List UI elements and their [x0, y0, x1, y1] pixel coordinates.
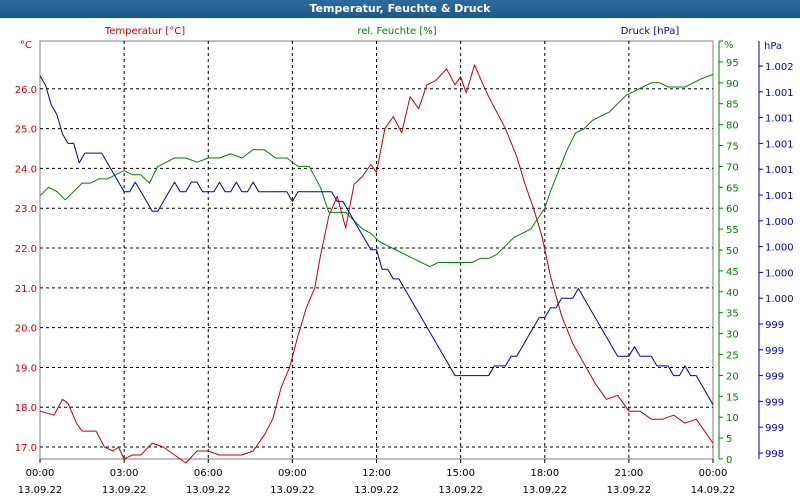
pressure-tick-label: 999	[765, 346, 784, 357]
date-tick-label: 13.09.22	[18, 485, 63, 496]
temperature-tick-label: 17.0	[15, 443, 37, 454]
humidity-tick-label: 75	[726, 142, 739, 153]
series-line-humidity	[39, 73, 714, 268]
pressure-tick-label: 1.002	[765, 62, 794, 73]
temperature-tick-label: 23.0	[15, 204, 37, 215]
pressure-tick-label: 999	[765, 372, 784, 383]
pressure-tick-label: 1.000	[765, 243, 794, 254]
series-label-pressure: Druck [hPa]	[621, 26, 680, 37]
time-tick-label: 00:00	[26, 468, 55, 479]
date-tick-label: 13.09.22	[270, 485, 315, 496]
time-axis: 00:00 13.09.22 03:00 13.09.22 06:00 13.09.22 0…	[18, 459, 736, 496]
temperature-tick-label: 20.0	[15, 324, 37, 335]
time-tick-label: 09:00	[278, 468, 307, 479]
humidity-tick-label: 20	[726, 371, 739, 382]
humidity-tick-label: 10	[726, 413, 739, 424]
temperature-axis: °C 17.0 18.0 19.0 20.0 21.0 22.0 23.0 24.0 25.0 26…	[15, 40, 37, 454]
humidity-axis: 0 5 10 15 20 25 30 35 40 45 50 55 60 65 70 75 80 85 90 95%	[718, 40, 739, 466]
humidity-tick-label: 25	[726, 351, 739, 362]
humidity-tick-label: 35	[726, 309, 739, 320]
humidity-tick-label: 30	[726, 330, 739, 341]
pressure-tick-label: 999	[765, 423, 784, 434]
time-tick-label: 18:00	[530, 468, 559, 479]
humidity-tick-label: 85	[726, 100, 739, 111]
date-tick-label: 13.09.22	[186, 485, 231, 496]
series-line-pressure	[39, 75, 714, 405]
temperature-tick-label: 19.0	[15, 363, 37, 374]
series-label-temperature: Temperatur [°C]	[104, 26, 185, 37]
humidity-tick-label: 95	[726, 58, 739, 69]
series-label-humidity: rel. Feuchte [%]	[357, 26, 436, 37]
pressure-tick-label: 1.001	[765, 114, 794, 125]
humidity-tick-label: 5	[726, 434, 732, 445]
pressure-tick-label: 1.001	[765, 139, 794, 150]
temperature-tick-label: 21.0	[15, 284, 37, 295]
pressure-tick-label: 1.000	[765, 268, 794, 279]
time-tick-label: 00:00	[699, 468, 728, 479]
pressure-tick-label: 1.001	[765, 165, 794, 176]
chart-title: Temperatur, Feuchte & Druck	[0, 0, 800, 18]
time-tick-label: 15:00	[446, 468, 475, 479]
temperature-tick-label: 18.0	[15, 403, 37, 414]
humidity-tick-label: 15	[726, 392, 739, 403]
pressure-tick-label: 998	[765, 449, 784, 460]
humidity-tick-label: 70	[726, 162, 739, 173]
humidity-tick-label: 60	[726, 204, 739, 215]
series-labels: Temperatur [°C] rel. Feuchte [%] Druck [hP…	[104, 26, 680, 37]
humidity-tick-label: 40	[726, 288, 739, 299]
date-tick-label: 13.09.22	[102, 485, 147, 496]
series-line-temperature	[39, 64, 714, 464]
pressure-tick-label: 1.000	[765, 294, 794, 305]
temperature-tick-label: 22.0	[15, 244, 37, 255]
humidity-tick-label: 50	[726, 246, 739, 257]
time-tick-label: 06:00	[194, 468, 223, 479]
temperature-tick-label: 26.0	[15, 85, 37, 96]
time-tick-label: 03:00	[110, 468, 139, 479]
pressure-tick-label: 1.000	[765, 217, 794, 228]
humidity-tick-label: 80	[726, 121, 739, 132]
humidity-tick-label: 90	[726, 79, 739, 90]
pressure-tick-label: 999	[765, 320, 784, 331]
humidity-tick-label: 0	[726, 455, 732, 466]
pressure-tick-label: 1.001	[765, 191, 794, 202]
date-tick-label: 13.09.22	[522, 485, 567, 496]
grid-lines	[40, 41, 713, 459]
date-tick-label: 13.09.22	[354, 485, 399, 496]
date-tick-label: 13.09.22	[607, 485, 652, 496]
humidity-unit-label: %	[724, 40, 734, 51]
humidity-tick-label: 55	[726, 225, 739, 236]
temperature-unit-label: °C	[20, 40, 32, 51]
series-lines	[39, 64, 714, 464]
temperature-tick-label: 24.0	[15, 164, 37, 175]
humidity-tick-label: 45	[726, 267, 739, 278]
date-tick-label: 13.09.22	[438, 485, 483, 496]
pressure-tick-label: 1.001	[765, 88, 794, 99]
temperature-tick-label: 25.0	[15, 125, 37, 136]
date-tick-label: 14.09.22	[691, 485, 736, 496]
pressure-axis: hPa 998 999 999 999 999 999 1.000 1.000 1.000 1.00…	[758, 41, 794, 460]
time-tick-label: 12:00	[362, 468, 391, 479]
humidity-tick-label: 65	[726, 183, 739, 194]
pressure-unit-label: hPa	[764, 41, 782, 52]
pressure-tick-label: 999	[765, 397, 784, 408]
time-tick-label: 21:00	[614, 468, 643, 479]
